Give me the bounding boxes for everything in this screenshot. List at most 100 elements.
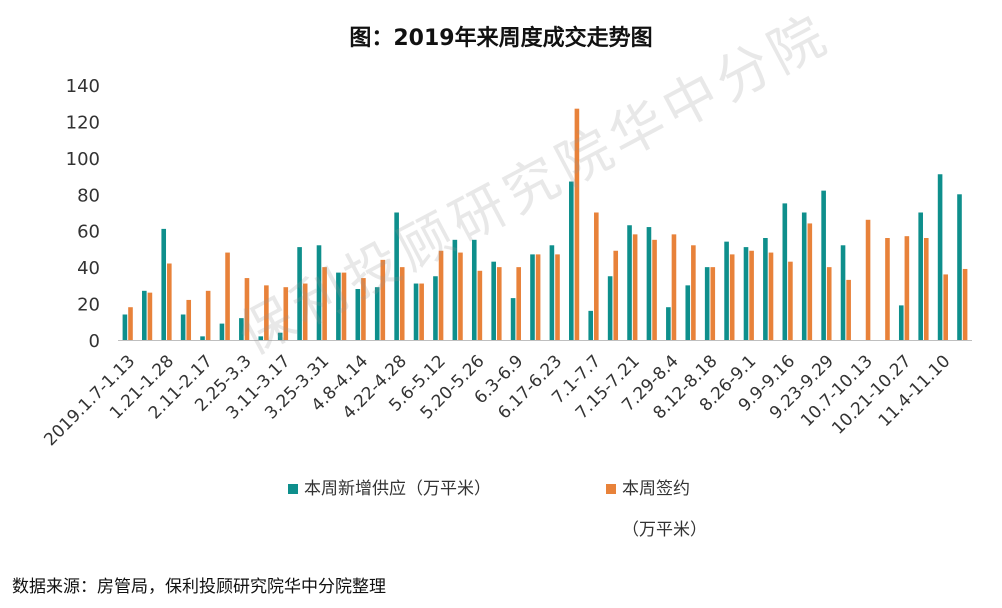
bar-signed — [865, 219, 871, 340]
chart-title: 图：2019年来周度成交走势图 — [349, 26, 653, 51]
bar-signed — [826, 267, 832, 340]
bar-signed — [885, 238, 890, 340]
bar-supply — [433, 276, 438, 340]
bar-signed — [671, 234, 677, 340]
bar-supply — [413, 283, 419, 340]
bar-signed — [943, 274, 948, 340]
bar-signed — [264, 285, 269, 340]
bar-signed — [205, 290, 211, 340]
bar-supply — [646, 227, 652, 340]
bar-signed — [322, 267, 327, 340]
bar-supply — [316, 245, 322, 340]
bar-signed — [613, 250, 619, 340]
bar-supply — [549, 245, 555, 340]
bar-supply — [588, 310, 594, 340]
bar-supply — [180, 314, 186, 340]
bar-supply — [394, 212, 399, 340]
bar-supply — [530, 254, 535, 340]
bar-signed — [147, 292, 153, 340]
y-tick-label: 120 — [66, 112, 100, 133]
bar-supply — [937, 174, 943, 340]
bar-supply — [918, 212, 923, 340]
bar-signed — [225, 252, 230, 340]
bar-signed — [128, 307, 133, 340]
bar-signed — [535, 254, 541, 340]
bar-supply — [840, 245, 846, 340]
bar-supply — [627, 225, 632, 340]
bar-signed — [458, 252, 463, 340]
bar-signed — [846, 279, 851, 340]
legend-item-supply: 本周新增供应（万平米） — [288, 474, 491, 499]
bar-signed — [904, 236, 910, 340]
bar-signed — [341, 272, 347, 340]
bar-signed — [302, 283, 308, 340]
bar-supply — [724, 241, 729, 340]
y-tick-label: 140 — [66, 76, 100, 97]
bar-signed — [361, 278, 366, 340]
bar-signed — [729, 254, 735, 340]
bar-signed — [574, 108, 580, 341]
bar-supply — [763, 238, 768, 340]
bar-supply — [277, 332, 283, 340]
bar-signed — [477, 270, 483, 340]
legend-item-signed: 本周签约 （万平米） — [606, 474, 707, 540]
legend-label-signed: 本周签约 — [622, 479, 690, 499]
bar-signed — [516, 267, 521, 340]
bar-supply — [782, 203, 788, 340]
bar-signed — [380, 259, 386, 340]
bar-supply — [898, 305, 904, 340]
bar-supply — [297, 247, 302, 340]
y-tick-label: 60 — [77, 222, 100, 243]
bar-signed — [768, 252, 774, 340]
bar-supply — [607, 276, 613, 340]
bar-supply — [704, 267, 710, 340]
bar-supply — [452, 239, 458, 340]
bar-supply — [491, 261, 496, 340]
bar-supply — [821, 190, 826, 340]
bar-supply — [355, 289, 361, 340]
source-note: 数据来源：房管局，保利投顾研究院华中分院整理 — [12, 577, 386, 597]
bar-signed — [594, 212, 599, 340]
bar-supply — [239, 318, 244, 340]
bar-signed — [749, 250, 754, 340]
y-tick-label: 100 — [66, 149, 100, 170]
bar-supply — [161, 228, 167, 340]
bar-signed — [691, 245, 696, 340]
bar-signed — [710, 267, 716, 340]
bar-signed — [555, 254, 560, 340]
legend-swatch-signed — [606, 484, 616, 494]
bar-supply — [801, 212, 807, 340]
y-tick-label: 0 — [89, 331, 100, 352]
legend-label-supply: 本周新增供应（万平米） — [304, 479, 491, 499]
bar-supply — [685, 285, 691, 340]
bar-signed — [923, 238, 929, 340]
legend-label-signed-unit: （万平米） — [622, 520, 707, 540]
bar-signed — [283, 287, 289, 340]
bar-signed — [962, 268, 968, 340]
bar-signed — [419, 283, 424, 340]
bar-supply — [666, 307, 671, 340]
bar-signed — [399, 267, 405, 340]
bar-supply — [336, 272, 341, 340]
bar-supply — [258, 336, 264, 340]
bar-signed — [244, 278, 250, 340]
bar-supply — [957, 194, 962, 340]
bar-signed — [788, 261, 793, 340]
bar-signed — [186, 299, 192, 340]
bar-signed — [632, 234, 638, 340]
bar-signed — [652, 239, 657, 340]
legend-swatch-supply — [288, 484, 298, 494]
bar-signed — [496, 267, 502, 340]
bar-supply — [374, 287, 380, 340]
bar-supply — [510, 298, 516, 340]
bar-signed — [167, 263, 172, 340]
y-tick-label: 80 — [77, 185, 100, 206]
bar-supply — [743, 247, 749, 340]
bar-supply — [122, 314, 128, 340]
bar-supply — [200, 336, 205, 340]
bar-supply — [569, 181, 574, 340]
bar-supply — [219, 323, 225, 340]
y-tick-label: 20 — [77, 295, 100, 316]
bar-signed — [438, 250, 444, 340]
